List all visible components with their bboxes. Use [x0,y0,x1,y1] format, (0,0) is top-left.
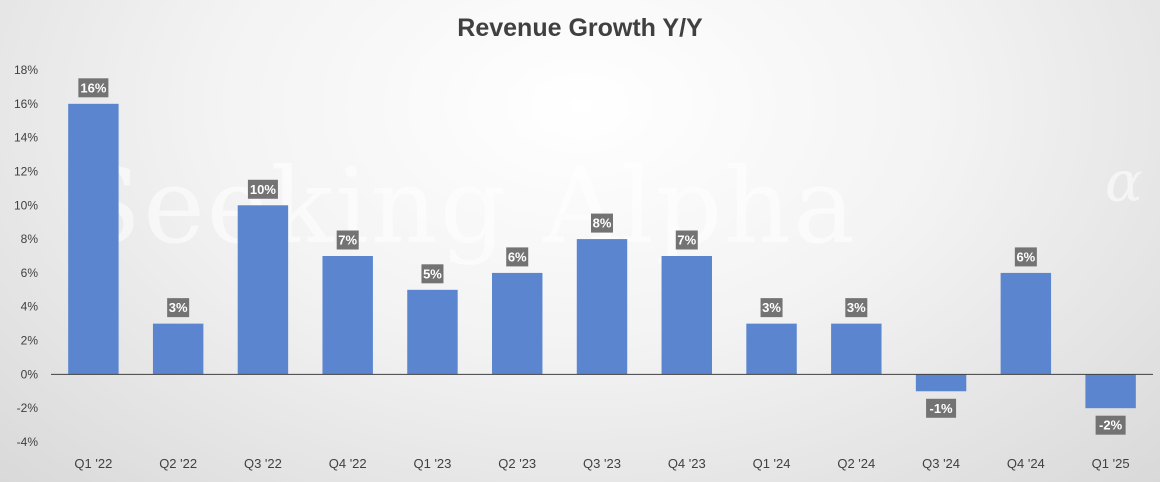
y-tick-label: 12% [14,164,38,178]
data-label-text: -2% [1099,418,1123,433]
data-label: 7% [336,230,359,250]
y-tick-label: 14% [14,131,38,145]
bar [746,323,797,375]
data-label-background [591,213,613,233]
x-category-label: Q3 '24 [922,456,960,471]
data-label-text: 8% [593,216,612,231]
x-category-label: Q1 '22 [74,456,112,471]
bar [661,256,712,375]
y-tick-label: 8% [21,232,39,246]
data-label: 10% [247,179,278,199]
data-label-background [1014,247,1037,267]
x-category-label: Q2 '24 [837,456,875,471]
bars [68,103,1136,409]
data-label-background [675,230,698,250]
data-label: 5% [421,264,444,284]
y-tick-label: 4% [21,300,39,314]
bar [152,323,204,375]
data-label: -2% [1095,415,1126,435]
y-tick-label: 10% [14,198,38,212]
y-tick-label: 18% [14,63,38,77]
data-label-background [336,230,359,250]
y-tick-label: 6% [21,266,39,280]
data-label-background [167,298,190,318]
data-label-text: 5% [423,266,442,281]
bar [68,103,119,375]
data-label-text: 3% [169,300,188,315]
x-category-label: Q1 '25 [1092,456,1130,471]
data-label: 6% [506,247,529,267]
data-label-text: 16% [80,80,106,95]
data-label-text: 10% [250,182,276,197]
y-tick-label: -2% [17,401,39,415]
data-label: 7% [675,230,698,250]
bar [1000,272,1052,375]
bar [237,205,289,375]
data-label: -1% [926,398,957,418]
x-category-label: Q1 '23 [414,456,452,471]
chart-title: Revenue Growth Y/Y [457,14,703,42]
data-label: 8% [591,213,613,233]
data-label: 6% [1014,247,1037,267]
data-label-text: 3% [847,300,866,315]
x-category-label: Q3 '23 [583,456,621,471]
bar [576,239,628,375]
watermark-alpha-symbol: α [1105,150,1143,215]
x-category-label: Q4 '24 [1007,456,1045,471]
x-category-label: Q3 '22 [244,456,282,471]
data-label-background [1095,415,1126,435]
bar [831,323,882,375]
data-label-background [926,398,957,418]
data-label: 3% [760,298,783,318]
data-label: 16% [78,78,109,98]
data-label-text: 7% [677,233,696,248]
data-labels: 16% 3% 10% 7% 5% 6% 8% 7% 3% 3% -1% 6% -2% [78,78,1126,435]
watermark: Seeking Alpha [70,145,858,267]
data-label-background [845,298,868,318]
data-label-text: 3% [762,300,781,315]
x-category-label: Q4 '23 [668,456,706,471]
y-tick-label: -4% [17,435,39,449]
data-label: 3% [845,298,868,318]
y-tick-label: 2% [21,334,39,348]
x-category-label: Q1 '24 [753,456,791,471]
x-axis-category-labels: Q1 '22 Q2 '22 Q3 '22 Q4 '22 Q1 '23 Q2 '23 Q3 '… [74,456,1129,471]
x-category-label: Q2 '23 [498,456,536,471]
data-label-background [506,247,529,267]
y-axis-tick-labels: -4% -2% 0% 2% 4% 6% 8% 10% 12% 14% 16% 18% [14,63,38,449]
y-tick-label: 16% [14,97,38,111]
bar [322,256,373,375]
data-label-background [78,78,109,98]
data-label-background [421,264,444,284]
data-label-text: -1% [930,401,954,416]
x-category-label: Q4 '22 [329,456,367,471]
data-label-text: 6% [1016,249,1035,264]
bar [407,289,458,375]
bar [1085,374,1136,409]
y-tick-label: 0% [21,367,39,381]
data-label-background [247,179,278,199]
data-label: 3% [167,298,190,318]
data-label-background [760,298,783,318]
bar [915,374,967,392]
data-label-text: 6% [508,249,527,264]
bar [492,272,543,375]
data-label-text: 7% [338,233,357,248]
x-category-label: Q2 '22 [159,456,197,471]
